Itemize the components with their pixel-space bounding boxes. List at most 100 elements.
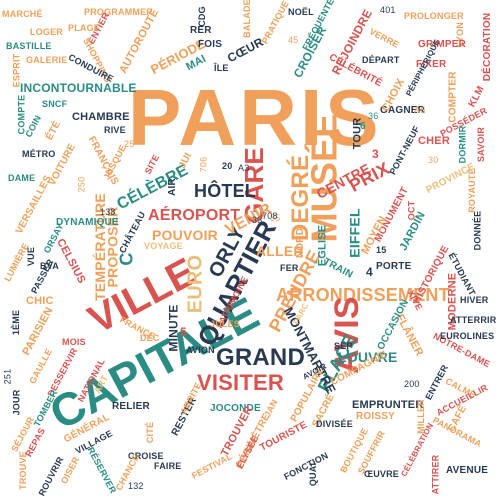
word-1eme: 1ÈME xyxy=(11,309,22,336)
word-loger: LOGER xyxy=(30,27,64,37)
word-emprunter: EMPRUNTER xyxy=(352,399,424,411)
number-401: 401 xyxy=(380,5,396,15)
word-avenue: AVENUE xyxy=(446,465,489,476)
word-reserver: RÉSERVER xyxy=(85,445,119,496)
word-jules: JULES xyxy=(210,319,241,329)
word-grand: GRAND xyxy=(216,344,305,371)
word-plage: PLAGE xyxy=(68,23,101,33)
word-visiter: VISITER xyxy=(197,370,284,395)
word-cdg: CDG xyxy=(196,6,207,27)
word-chateau: CHÂTEAU xyxy=(117,209,148,255)
number-3: 3 xyxy=(372,147,379,161)
word-savoir: SAVOIR xyxy=(476,126,487,163)
word-depart: DÉPART xyxy=(362,55,400,65)
word-eurolines: EUROLINES xyxy=(440,331,495,341)
word-sep: SEP xyxy=(334,341,353,351)
number-132: 132 xyxy=(128,481,144,491)
word-trouve: TROUVE xyxy=(17,451,28,490)
word-galerie: GALERIE xyxy=(26,55,68,65)
word-dame: DAME xyxy=(8,173,36,183)
word-grimper: GRIMPER xyxy=(418,39,467,50)
number-15: 15 xyxy=(376,245,387,255)
word-donnee: DONNÉE xyxy=(472,210,483,251)
word-atterrir: ATTERRIR xyxy=(450,315,497,325)
word-ete: ÉTÉ xyxy=(44,119,64,143)
word-relier: RELIER xyxy=(112,401,150,412)
number-138: 138 xyxy=(100,207,116,217)
word-quai: QUAI xyxy=(308,462,319,487)
number-708: 708 xyxy=(262,211,278,221)
word-marche: MARCHÉ xyxy=(2,9,43,19)
word-aeroport: AÉROPORT xyxy=(148,207,241,224)
word-balade: BALADE xyxy=(241,0,252,38)
word-c: C xyxy=(116,252,137,266)
word-coin: COIN xyxy=(23,113,44,139)
number-200: 200 xyxy=(404,379,420,389)
number-4: 4 xyxy=(366,265,373,279)
word-attirer: ATTIRER xyxy=(430,454,441,495)
number-5: 5 xyxy=(180,325,187,339)
word-noel: NOËL xyxy=(288,7,314,17)
word-porte: PORTE xyxy=(376,261,412,272)
word-jour: JOUR xyxy=(11,389,22,416)
word-chic: CHIC xyxy=(26,295,54,307)
word-roissy: ROISSY xyxy=(356,411,395,422)
word-rive: RIVE xyxy=(104,125,126,135)
word-esprit: ESPRIT xyxy=(11,53,22,88)
word-compter: COMPTER xyxy=(447,71,459,123)
word-rer: RER xyxy=(190,25,212,36)
number-36: 36 xyxy=(368,111,379,121)
word-minute: MINUTE xyxy=(166,304,181,352)
word-croise: CROISE xyxy=(128,451,164,461)
word-oct: OCT xyxy=(406,200,417,221)
word-voyage: VOYAGE xyxy=(144,241,183,251)
word-versailles: VERSAILLES xyxy=(13,173,55,236)
number-33: 33 xyxy=(252,215,263,225)
number-706: 706 xyxy=(198,156,209,173)
word-pratique: PRATIQUE xyxy=(259,0,291,46)
number-30: 30 xyxy=(428,155,439,165)
word-metro: MÉTRO xyxy=(22,149,56,159)
word-faire: FAIRE xyxy=(154,461,182,471)
word-fixer: FIXER xyxy=(416,59,447,70)
word-avion: AVION xyxy=(186,345,215,355)
number-250: 250 xyxy=(76,176,87,193)
word-incontournable: INCONTOURNABLE xyxy=(20,81,137,95)
word-chambre: CHAMBRE xyxy=(72,111,130,123)
word-programmer: PROGRAMMER xyxy=(84,7,153,17)
word-arrondissement: ARRONDISSEMENT xyxy=(276,285,450,305)
word-paris: PARIS xyxy=(128,73,382,162)
number-251: 251 xyxy=(2,368,13,385)
word-louvre: LOUVRE xyxy=(338,349,398,365)
word-sncf: SNCF xyxy=(42,99,68,109)
word-divisee: DIVISÉE xyxy=(316,419,353,429)
number-25: 25 xyxy=(124,139,135,149)
word-cite: CITÉ xyxy=(145,421,156,444)
word-verre: VERRE xyxy=(367,26,401,50)
word-festival: FESTIVAL xyxy=(190,451,234,481)
word-dec: DÉC xyxy=(140,333,160,343)
label-a3: A3 xyxy=(238,163,250,173)
word-bastille: BASTILLE xyxy=(6,41,52,51)
word-decoration: DÉCORATION xyxy=(482,12,494,82)
word-aller: ALLER xyxy=(256,243,304,259)
word-celsius: CELSIUS xyxy=(54,236,88,286)
word-mois: MOIS xyxy=(62,337,86,347)
word-fois: FOIS xyxy=(198,39,223,50)
word-fonction: FONCTION xyxy=(282,450,330,482)
word-royaute: ROYAUTÉ xyxy=(466,168,477,213)
word-dormir: DORMIR xyxy=(457,125,468,164)
word-gagner: GAGNER xyxy=(380,105,426,116)
word-ile: ÎLE xyxy=(214,63,229,73)
word-fer: FER xyxy=(280,263,299,273)
word-prolonger: PROLONGER xyxy=(404,11,464,21)
number-35: 35 xyxy=(270,213,281,223)
word-pont-neuf: PONT-NEUF xyxy=(387,124,422,177)
word-hotel: HÔTEL xyxy=(194,181,256,201)
word-pouvoir: POUVOIR xyxy=(152,227,218,243)
word-bva: BVA xyxy=(40,261,59,271)
word-oeuvre: ŒUVRE xyxy=(364,469,400,479)
word-nord: NORD xyxy=(295,227,307,259)
word-train: TRAIN xyxy=(321,256,355,281)
